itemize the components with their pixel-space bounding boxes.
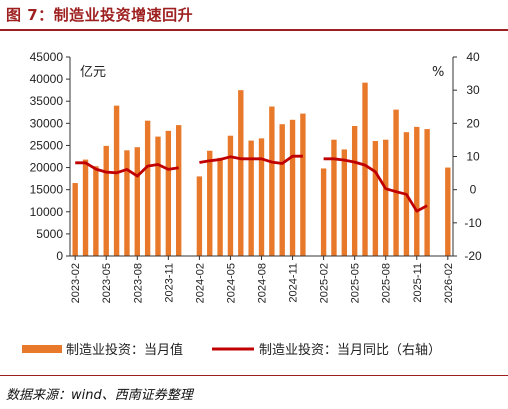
right-tick-label: 30 bbox=[466, 83, 480, 97]
chart-legend: 制造业投资：当月值 制造业投资：当月同比（右轴） bbox=[22, 342, 441, 358]
legend-label-bar: 制造业投资：当月值 bbox=[66, 342, 183, 358]
right-axis-unit-label: % bbox=[432, 65, 444, 80]
left-tick-label: 15000 bbox=[30, 183, 64, 197]
right-tick-label: 20 bbox=[466, 116, 480, 130]
bar-2025-12 bbox=[424, 129, 430, 256]
left-tick-label: 5000 bbox=[36, 227, 63, 241]
left-tick-label: 0 bbox=[56, 249, 63, 263]
bar-2025-02 bbox=[320, 168, 327, 256]
right-tick-label: 10 bbox=[466, 150, 480, 164]
bar-2025-04 bbox=[341, 149, 348, 256]
bar-2024-08 bbox=[258, 138, 265, 256]
bar-2023-07 bbox=[124, 150, 130, 256]
bar-series-monthly-value bbox=[72, 82, 451, 257]
left-tick-label: 25000 bbox=[30, 138, 64, 152]
bar-2025-06 bbox=[362, 82, 368, 256]
x-tick-label: 2023-02 bbox=[70, 263, 82, 303]
bar-2023-08 bbox=[134, 147, 140, 256]
bar-2025-08 bbox=[383, 139, 389, 256]
bar-2023-09 bbox=[144, 120, 151, 257]
bar-2025-03 bbox=[331, 139, 337, 256]
left-tick-label: 40000 bbox=[30, 72, 64, 86]
x-tick-label: 2023-05 bbox=[101, 263, 113, 303]
bar-2023-06 bbox=[113, 105, 120, 257]
legend-swatch-bar bbox=[22, 345, 62, 353]
x-tick-label: 2024-11 bbox=[288, 263, 300, 303]
x-tick-label: 2026-02 bbox=[443, 263, 455, 303]
x-tick-label: 2024-08 bbox=[257, 263, 269, 303]
bar-2025-05 bbox=[351, 125, 358, 256]
left-axis-unit-label: 亿元 bbox=[80, 65, 106, 80]
bar-2024-11 bbox=[289, 119, 296, 256]
x-tick-label: 2024-05 bbox=[225, 263, 237, 303]
x-tick-label: 2023-08 bbox=[132, 263, 144, 303]
line-series-yoy bbox=[75, 154, 428, 213]
figure-title: 图 7：制造业投资增速回升 bbox=[6, 6, 194, 24]
title-rule bbox=[0, 29, 508, 31]
bar-2024-04 bbox=[217, 157, 223, 256]
bar-2024-05 bbox=[227, 135, 234, 256]
x-tick-label: 2025-11 bbox=[412, 263, 424, 303]
bar-2023-02 bbox=[72, 183, 78, 256]
bar-2023-04 bbox=[93, 166, 99, 256]
bar-2024-02 bbox=[196, 176, 203, 256]
left-tick-label: 30000 bbox=[30, 116, 64, 130]
left-tick-label: 10000 bbox=[30, 205, 64, 219]
legend-label-line: 制造业投资：当月同比（右轴） bbox=[259, 342, 441, 358]
x-tick-label: 2025-05 bbox=[350, 263, 362, 303]
x-tick-label: 2025-02 bbox=[319, 263, 331, 303]
bar-2024-09 bbox=[269, 106, 275, 256]
yoy-line-segment-0 bbox=[75, 161, 179, 178]
yoy-line-segment-2 bbox=[323, 157, 428, 213]
bar-2025-09 bbox=[393, 109, 399, 256]
bar-2024-03 bbox=[207, 150, 213, 256]
bar-2023-11 bbox=[165, 130, 172, 256]
bar-2026-02 bbox=[445, 167, 451, 256]
left-tick-label: 35000 bbox=[30, 94, 64, 108]
right-tick-label: 0 bbox=[470, 183, 477, 197]
bar-2024-10 bbox=[279, 124, 285, 257]
left-tick-label: 20000 bbox=[30, 161, 64, 175]
bar-2024-12 bbox=[300, 113, 306, 256]
right-tick-label: -10 bbox=[464, 216, 482, 230]
footer-rule bbox=[0, 375, 508, 376]
bar-2023-05 bbox=[103, 145, 109, 256]
bar-2023-12 bbox=[175, 125, 182, 256]
x-tick-label: 2024-02 bbox=[194, 263, 206, 303]
x-tick-label: 2025-08 bbox=[381, 263, 393, 303]
bar-2023-03 bbox=[82, 159, 89, 256]
right-tick-label: 40 bbox=[466, 50, 480, 64]
bar-2025-11 bbox=[414, 126, 420, 256]
bar-2024-07 bbox=[248, 140, 254, 256]
source-note: 数据来源：wind、西南证券整理 bbox=[6, 388, 193, 403]
chart-axes: 0 5000 10000 15000 20000 25000 30000 35000 40000… bbox=[30, 50, 482, 303]
right-tick-label: -20 bbox=[464, 249, 482, 263]
bar-2024-06 bbox=[238, 90, 244, 257]
bar-2023-10 bbox=[155, 136, 161, 256]
bar-2025-07 bbox=[372, 141, 379, 256]
yoy-line-segment-1 bbox=[199, 154, 303, 165]
x-tick-label: 2023-11 bbox=[163, 263, 175, 303]
left-tick-label: 45000 bbox=[30, 50, 64, 64]
